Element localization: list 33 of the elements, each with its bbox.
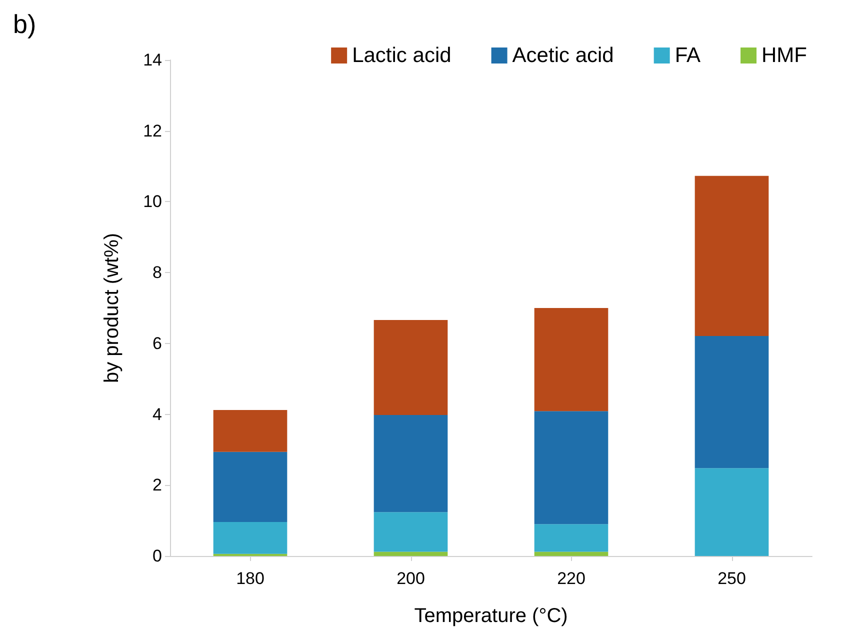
y-tick-label: 6 [152, 334, 162, 353]
bar [534, 411, 608, 524]
bar [694, 176, 769, 336]
y-tick-label: 4 [152, 404, 162, 424]
bar [213, 452, 288, 522]
bar [213, 410, 288, 452]
x-axis-title: Temperature (°C) [414, 605, 568, 627]
bar [534, 524, 608, 552]
bar [534, 552, 608, 556]
y-tick-label: 2 [152, 476, 162, 495]
bar [374, 552, 448, 556]
y-tick-label: 10 [143, 192, 162, 212]
bar [213, 522, 288, 554]
chart-title: b) [13, 9, 36, 39]
legend-label: FA [674, 44, 701, 67]
bar [694, 336, 769, 468]
y-tick-label: 8 [152, 263, 162, 282]
x-tick-label: 250 [718, 569, 746, 588]
legend-label: HMF [762, 44, 808, 67]
legend-label: Acetic acid [512, 44, 614, 67]
bar [374, 414, 448, 512]
legend-label: Lactic acid [352, 44, 452, 67]
bar [374, 320, 448, 415]
bar [694, 468, 769, 556]
x-tick-label: 200 [396, 569, 425, 588]
y-tick-label: 0 [152, 546, 162, 566]
y-tick-label: 12 [143, 121, 162, 140]
bar [534, 308, 608, 412]
x-tick-label: 180 [236, 569, 264, 588]
x-tick-label: 220 [557, 569, 586, 588]
bar [374, 512, 448, 552]
y-axis-title: by product (wt%) [101, 232, 123, 384]
y-tick-label: 14 [143, 50, 162, 70]
